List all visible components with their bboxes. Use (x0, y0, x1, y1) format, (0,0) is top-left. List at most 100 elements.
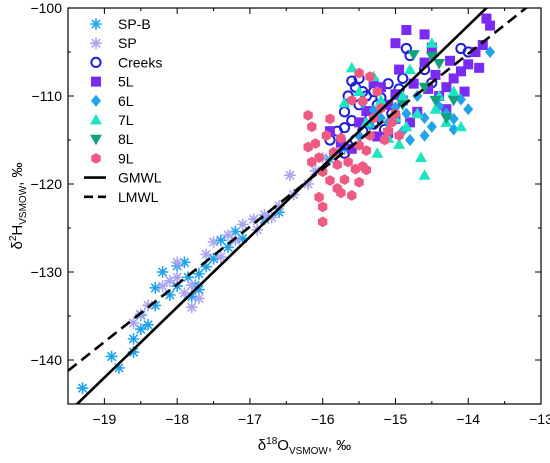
data-point (347, 95, 357, 106)
data-point (401, 25, 412, 35)
data-point (400, 120, 413, 132)
data-point (303, 109, 313, 121)
data-point (354, 139, 364, 151)
data-point (463, 59, 474, 70)
data-point (338, 106, 351, 118)
data-point (419, 112, 430, 124)
data-point (477, 39, 488, 50)
data-point (405, 117, 416, 128)
data-point (303, 141, 313, 153)
data-point (426, 120, 437, 133)
data-point (419, 29, 430, 40)
data-point (448, 73, 459, 84)
data-point (192, 292, 205, 305)
x-tick-label: −14 (456, 411, 480, 427)
y-axis-title: δ2HVSMOW, ‰ (8, 163, 29, 250)
data-point (387, 117, 397, 128)
data-point (368, 77, 379, 88)
data-point (397, 72, 409, 85)
series-9l (303, 67, 404, 228)
legend-marker (90, 56, 102, 69)
data-point (338, 97, 351, 108)
data-point (314, 152, 324, 163)
data-point (171, 271, 184, 284)
data-point (332, 159, 342, 171)
legend-label: GMWL (118, 170, 162, 186)
data-point (185, 279, 198, 292)
data-point (127, 332, 140, 345)
data-point (375, 112, 386, 124)
data-point (360, 116, 373, 127)
data-point (336, 132, 346, 144)
data-point (314, 191, 324, 203)
data-point (283, 169, 296, 182)
legend: SP-B SP Creeks 5L 6L 7L 8L 9L GMWL LMWL (84, 16, 162, 205)
data-point (407, 50, 420, 61)
data-point (474, 62, 485, 73)
data-point (447, 95, 460, 107)
data-point (365, 71, 375, 83)
legend-marker (91, 153, 101, 164)
data-point (358, 95, 368, 107)
data-point (310, 138, 321, 149)
data-point (394, 130, 404, 141)
data-point (394, 64, 405, 75)
legend-marker (90, 114, 102, 125)
data-point (405, 134, 416, 146)
data-point (372, 86, 382, 97)
data-point (324, 126, 335, 137)
y-tick-label: −100 (30, 0, 62, 16)
data-point (325, 113, 335, 125)
data-point (207, 236, 220, 249)
data-point (247, 213, 260, 226)
data-point (354, 67, 364, 79)
data-point (371, 147, 384, 158)
data-point (338, 122, 351, 134)
data-point (470, 47, 481, 57)
data-point (419, 57, 430, 68)
data-point (372, 131, 383, 142)
y-tick-label: −140 (30, 352, 62, 368)
data-point (214, 251, 227, 264)
data-point (200, 248, 213, 261)
data-point (361, 105, 372, 116)
line-lmwl (68, 8, 529, 372)
data-point (325, 175, 335, 186)
legend-label: 9L (118, 150, 134, 166)
data-point (178, 287, 191, 300)
data-point (156, 280, 169, 293)
data-point (425, 51, 438, 63)
legend-label: LMWL (118, 189, 159, 205)
data-point (481, 13, 492, 24)
data-point (343, 156, 353, 168)
data-point (404, 63, 417, 75)
data-point (447, 85, 460, 97)
data-point (430, 69, 441, 80)
data-point (390, 38, 401, 49)
data-point (455, 66, 466, 77)
data-point (396, 90, 409, 101)
data-point (353, 85, 366, 97)
y-tick-label: −130 (30, 264, 62, 280)
x-tick-label: −19 (93, 411, 117, 427)
data-point (429, 103, 442, 114)
data-point (433, 58, 446, 70)
data-point (463, 103, 474, 116)
data-point (485, 20, 496, 31)
data-point (440, 113, 453, 124)
data-point (105, 350, 118, 363)
x-axis-title: δ18OVSMOW, ‰ (258, 436, 351, 457)
data-point (379, 134, 390, 146)
data-point (318, 216, 328, 228)
data-point (383, 125, 393, 137)
data-point (307, 121, 317, 133)
data-point (156, 265, 169, 279)
x-tick-label: −18 (165, 411, 189, 427)
data-point (390, 108, 401, 119)
data-point (307, 156, 317, 168)
data-point (318, 201, 328, 213)
legend-marker (90, 37, 102, 50)
data-point (185, 301, 198, 314)
data-point (178, 256, 191, 269)
